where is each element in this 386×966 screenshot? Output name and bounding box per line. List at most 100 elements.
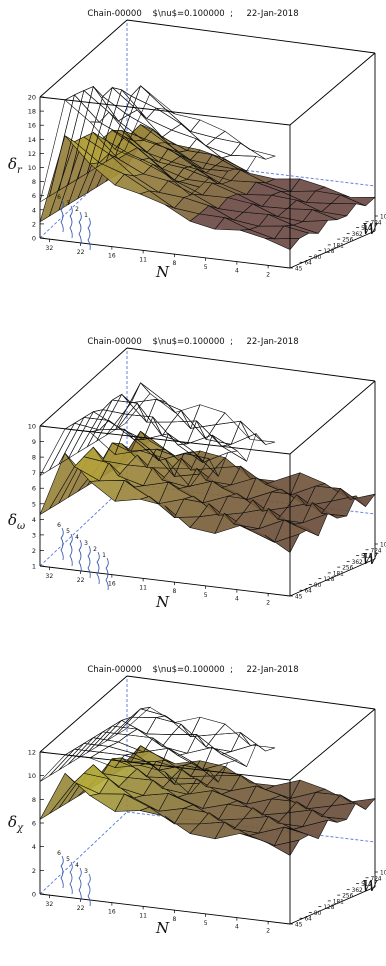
contour-line [87, 873, 91, 907]
wire-cell [170, 123, 207, 147]
box-edge [39, 96, 291, 126]
wire-cell [137, 728, 173, 747]
contour-line [60, 855, 64, 889]
contour-line [60, 527, 64, 561]
z-tick-label: 8 [32, 796, 36, 804]
w-tick-label: 256 [342, 238, 353, 244]
contour-label: 2 [93, 546, 97, 553]
n-tick-label: 4 [235, 924, 239, 931]
w-tick-label: 724 [371, 876, 382, 882]
upper-wire-mesh [39, 382, 276, 488]
w-tick-label: 512 [361, 882, 372, 888]
box-edge [39, 811, 128, 895]
box-edge [39, 347, 128, 427]
wire-cell [205, 137, 242, 156]
n-tick-label: 22 [77, 905, 85, 912]
z-tick-label: 6 [32, 485, 36, 493]
n-axis-label: N [156, 593, 170, 611]
wire-cell [240, 142, 277, 160]
w-tick-label: 64 [304, 261, 312, 267]
wire-cell [205, 732, 242, 752]
wire-cell [105, 382, 141, 436]
z-axis-label: δr [8, 155, 22, 176]
wire-cell [196, 734, 232, 755]
wire-cell [156, 715, 191, 737]
w-tick-label: 256 [342, 566, 353, 572]
contour-line [78, 539, 82, 573]
z-tick-label: 10 [28, 164, 36, 172]
n-tick-label: 16 [108, 253, 116, 260]
wire-cell [230, 732, 266, 753]
z-tick-label: 0 [32, 235, 36, 243]
upper-wire-mesh [39, 706, 276, 795]
wire-cell [214, 130, 251, 150]
w-tick-label: 181 [333, 243, 344, 249]
wire-cell [152, 737, 188, 756]
contour-label: 3 [66, 200, 70, 207]
contour-line [87, 545, 91, 579]
wire-cell [77, 725, 113, 759]
wire-cell [114, 382, 151, 431]
box-edge [289, 886, 376, 925]
box-edge [39, 565, 291, 597]
contour-line [78, 867, 82, 901]
contour-label: 5 [66, 528, 70, 535]
wire-cell [212, 747, 247, 767]
n-tick-label: 2 [266, 271, 270, 278]
n-tick-label: 32 [46, 245, 54, 252]
n-tick-label: 8 [172, 260, 176, 267]
wire-cell [86, 393, 123, 448]
surface-mesh [39, 124, 376, 250]
w-tick-label: 45 [295, 267, 303, 273]
box-edge [289, 558, 376, 597]
w-tick-label: 128 [323, 577, 334, 583]
n-tick-label: 4 [235, 596, 239, 603]
box-edge [289, 230, 376, 269]
wire-cell [146, 717, 182, 735]
z-tick-label: 6 [32, 192, 36, 200]
contour-line [87, 217, 91, 251]
box-edge [126, 19, 376, 54]
z-tick-label: 12 [28, 749, 36, 757]
w-tick-label: 724 [371, 220, 382, 226]
contour-line [60, 199, 64, 233]
contour-label: 3 [84, 540, 88, 547]
surface-mesh [39, 745, 376, 856]
w-tick-label: 1024 [380, 215, 386, 221]
w-tick-label: 181 [333, 571, 344, 577]
w-tick-label: 362 [352, 560, 363, 566]
z-tick-label: 6 [32, 820, 36, 828]
surface-cell [130, 745, 167, 763]
n-tick-label: 32 [46, 573, 54, 580]
wire-cell [190, 404, 226, 429]
z-tick-label: 2 [32, 547, 36, 555]
z-tick-label: 8 [32, 178, 36, 186]
w-tick-label: 128 [323, 249, 334, 255]
box-edge [289, 708, 376, 781]
z-tick-label: 4 [32, 516, 36, 524]
wire-cell [67, 409, 104, 460]
z-tick-label: 8 [32, 454, 36, 462]
w-axis-label: W [362, 877, 378, 895]
contour-line [69, 533, 73, 567]
box-edge [289, 380, 376, 455]
contour-label: 6 [57, 850, 61, 857]
box-edge [39, 19, 128, 98]
contour-line [96, 551, 100, 585]
contour-label: 1 [84, 212, 88, 219]
upper-wire-mesh [39, 85, 277, 203]
w-tick-label: 128 [323, 905, 334, 911]
wire-cell [140, 706, 176, 723]
wire-cell [58, 737, 94, 771]
chart-panel-1: Chain-00000 $\nu$=0.100000 ; 22-Jan-2018… [0, 0, 386, 310]
box-edge [39, 237, 291, 269]
box-edge [126, 675, 376, 710]
surface-cell [264, 238, 301, 250]
wire-cell [214, 412, 251, 440]
wire-cell [130, 382, 166, 404]
wire-cell [126, 728, 163, 747]
wire-cell [140, 382, 176, 413]
wire-cell [240, 732, 276, 752]
box-edge [39, 425, 291, 455]
contour-label: 6 [57, 194, 61, 201]
